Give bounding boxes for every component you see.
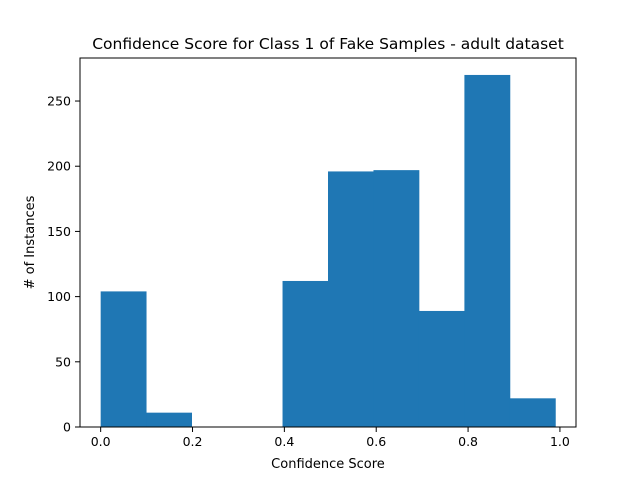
histogram-bar — [100, 291, 147, 427]
histogram-bar — [418, 310, 465, 427]
y-axis-label: # of Instances — [23, 195, 38, 289]
histogram-bar — [373, 170, 420, 427]
histogram-bar — [146, 412, 192, 427]
histogram-bar — [282, 280, 329, 427]
y-tick-label: 100 — [47, 289, 71, 304]
histogram-bar — [328, 171, 374, 427]
x-axis-label: Confidence Score — [271, 457, 385, 472]
y-tick-label: 50 — [55, 354, 71, 369]
y-axis-ticks: 0 50 100 150 200 250 — [47, 94, 80, 435]
x-tick-label: 0.4 — [274, 434, 294, 449]
x-tick-label: 0.6 — [366, 434, 386, 449]
y-tick-label: 200 — [47, 159, 71, 174]
y-tick-label: 150 — [47, 224, 71, 239]
x-tick-label: 0.0 — [91, 434, 111, 449]
histogram-bar — [509, 398, 556, 427]
histogram-bars — [100, 74, 556, 427]
chart-title: Confidence Score for Class 1 of Fake Sam… — [92, 35, 564, 53]
x-tick-label: 0.2 — [183, 434, 203, 449]
histogram-bar — [464, 74, 511, 427]
x-tick-label: 1.0 — [550, 434, 570, 449]
x-axis-ticks: 0.0 0.2 0.4 0.6 0.8 1.0 — [91, 427, 570, 449]
y-tick-label: 0 — [63, 420, 71, 435]
plot-frame — [79, 57, 577, 428]
y-tick-label: 250 — [47, 94, 71, 109]
x-tick-label: 0.8 — [458, 434, 478, 449]
